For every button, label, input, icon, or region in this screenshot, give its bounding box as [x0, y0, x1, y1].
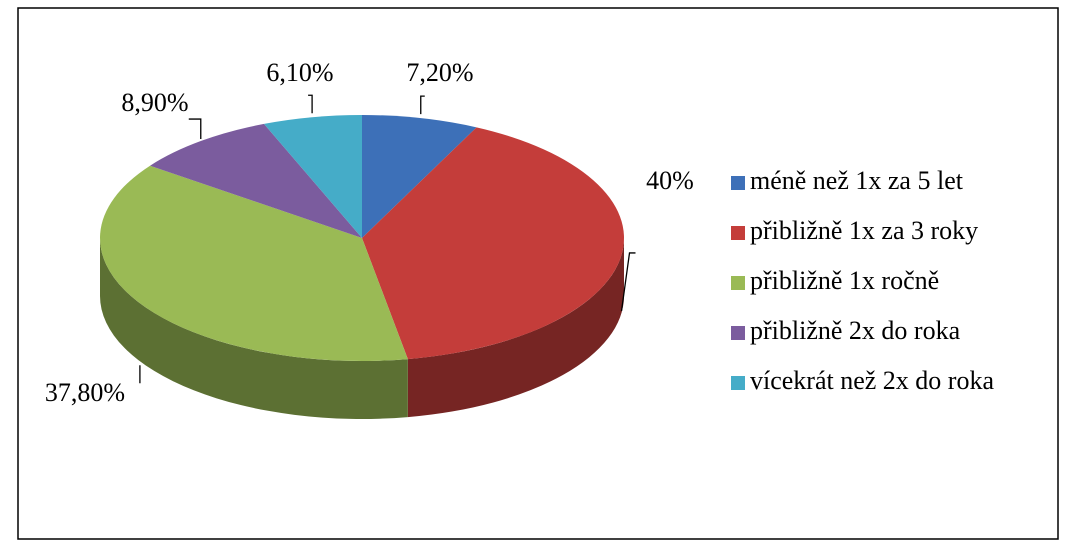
pie-slice — [264, 115, 362, 238]
pie-side — [100, 238, 408, 419]
legend-swatch — [731, 276, 745, 290]
legend-label: přibližně 1x ročně — [750, 266, 939, 295]
legend-label: přibližně 2x do roka — [750, 316, 961, 345]
legend-label: vícekrát než 2x do roka — [750, 366, 994, 395]
leader-line — [308, 94, 313, 114]
legend-label: přibližně 1x za 3 roky — [750, 216, 978, 245]
pie-side — [407, 238, 624, 418]
data-label: 37,80% — [45, 378, 125, 407]
legend-label: méně než 1x za 5 let — [750, 166, 964, 195]
pie-slice — [362, 127, 624, 360]
data-label: 8,90% — [121, 88, 188, 117]
legend-swatch — [731, 176, 745, 190]
data-label: 6,10% — [266, 58, 333, 87]
data-label: 40% — [646, 166, 694, 195]
leader-line — [620, 252, 636, 312]
data-label: 7,20% — [406, 58, 473, 87]
legend-swatch — [731, 326, 745, 340]
pie-slice — [150, 123, 362, 238]
leader-line — [420, 95, 425, 115]
leader-line — [188, 118, 202, 140]
legend-swatch — [731, 376, 745, 390]
pie-slice — [100, 165, 408, 361]
legend-swatch — [731, 226, 745, 240]
pie-slice — [362, 115, 477, 238]
